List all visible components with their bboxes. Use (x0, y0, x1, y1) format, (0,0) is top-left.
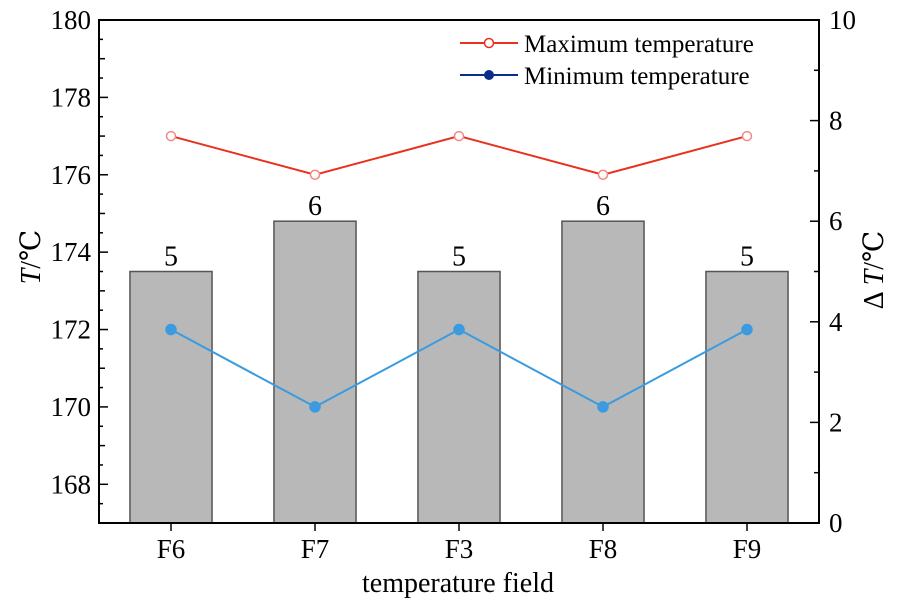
series-min-point-F3 (453, 323, 465, 336)
x-tick-label-F6: F6 (157, 534, 186, 564)
bar-label-F9: 5 (740, 242, 754, 273)
series-min-point-F9 (741, 323, 753, 336)
x-axis-title: temperature field (362, 568, 554, 599)
bar-label-F6: 5 (164, 242, 178, 273)
series-max-point-F7 (309, 169, 321, 181)
legend: Maximum temperature Minimum temperature (460, 31, 754, 90)
y-right-tick-label: 8 (829, 106, 843, 136)
y-left-tick-label: 176 (51, 160, 92, 190)
y-left-tick-label: 180 (51, 5, 92, 35)
bar-F8 (561, 220, 645, 524)
left-ticks-layer: 168 170 172 174 176 178 180 (51, 5, 108, 524)
legend-item-max: Maximum temperature (460, 31, 754, 58)
series-max-point-F3 (453, 130, 465, 142)
bar-label-F7: 6 (308, 191, 322, 222)
y-left-tick-label: 178 (51, 82, 92, 112)
y-left-tick-label: 172 (51, 315, 92, 345)
x-tick-label-F9: F9 (733, 534, 762, 564)
y-left-tick-label: 174 (51, 237, 92, 267)
bar-F6 (129, 270, 213, 524)
y-right-tick-label: 2 (829, 407, 843, 437)
x-ticks-layer: F6 F7 F3 F8 F9 (157, 523, 762, 564)
series-max-point-F6 (165, 130, 177, 142)
bar-labels-layer: 5 6 5 6 5 (164, 191, 754, 272)
y-right-tick-label: 6 (829, 206, 843, 236)
bar-F9 (705, 270, 789, 524)
bar-label-F3: 5 (452, 242, 466, 273)
y-left-axis-title: T/℃ (16, 230, 47, 285)
x-tick-label-F3: F3 (445, 534, 474, 564)
series-max-point-F9 (741, 130, 753, 142)
bar-label-F8: 6 (596, 191, 610, 222)
y-left-tick-label: 170 (51, 392, 92, 422)
y-right-tick-label: 4 (829, 307, 843, 337)
y-left-tick-label: 168 (51, 469, 92, 499)
series-min-point-F6 (165, 323, 177, 336)
legend-max-label: Maximum temperature (524, 31, 754, 58)
y-right-tick-label: 0 (829, 508, 843, 538)
legend-item-min: Minimum temperature (460, 63, 750, 90)
bar-F3 (417, 270, 501, 524)
series-min-point-F7 (309, 401, 321, 413)
legend-min-label: Minimum temperature (524, 63, 750, 90)
series-max-line (170, 135, 748, 176)
x-tick-label-F8: F8 (589, 534, 618, 564)
series-max-point-F8 (597, 169, 609, 181)
y-right-tick-label: 10 (829, 5, 856, 35)
y-right-axis-title: ΔT/℃ (859, 231, 890, 310)
legend-min-marker-icon (484, 70, 494, 80)
legend-max-marker-icon (483, 37, 495, 49)
x-tick-label-F7: F7 (301, 534, 330, 564)
bars-layer (129, 220, 789, 524)
right-ticks-layer: 0 2 4 6 8 10 (810, 5, 856, 538)
series-min-point-F8 (597, 401, 609, 413)
bar-F7 (273, 220, 357, 524)
lines-layer (165, 130, 753, 413)
